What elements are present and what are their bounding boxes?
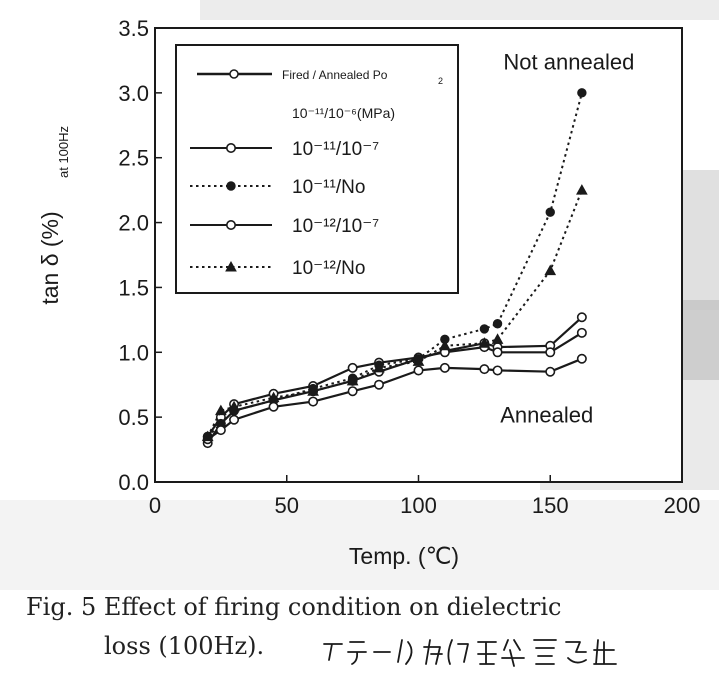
x-tick-label: 0 xyxy=(149,493,161,518)
data-point xyxy=(479,364,490,375)
legend-marker xyxy=(226,143,237,154)
data-point xyxy=(267,391,280,403)
data-point xyxy=(215,404,227,416)
legend-marker xyxy=(225,260,237,272)
y-tick-label: 1.0 xyxy=(118,340,149,365)
data-point xyxy=(545,347,556,358)
data-point xyxy=(545,366,556,377)
figure-caption-line-1: Fig. 5 Effect of firing condition on die… xyxy=(26,593,562,621)
y-tick-label: 2.0 xyxy=(118,211,149,236)
data-point xyxy=(439,339,451,351)
legend-header-open-circle-icon xyxy=(229,69,239,79)
data-point xyxy=(478,337,491,348)
legend-label: 10⁻¹²/No xyxy=(292,258,365,279)
y-tick-label: 0.5 xyxy=(118,405,149,430)
data-point xyxy=(544,264,557,276)
data-point xyxy=(576,312,587,323)
data-point xyxy=(373,379,384,390)
legend-box xyxy=(175,44,459,294)
data-point xyxy=(479,324,490,334)
data-point xyxy=(491,333,504,344)
legend-label: 10⁻¹¹/10⁻⁷ xyxy=(292,139,379,160)
handwritten-note xyxy=(323,639,617,667)
data-point xyxy=(412,355,425,366)
legend-header-subscript: 2 xyxy=(438,76,443,86)
x-tick-label: 200 xyxy=(664,493,701,518)
data-point xyxy=(268,401,279,412)
data-point xyxy=(215,425,226,436)
y-tick-label: 3.5 xyxy=(118,16,149,41)
data-point xyxy=(545,207,555,217)
legend-marker xyxy=(226,220,237,231)
series-5 xyxy=(201,184,588,442)
data-point xyxy=(576,353,587,364)
x-tick-label: 50 xyxy=(275,493,299,518)
figure-caption-line-2: loss (100Hz). xyxy=(104,632,265,660)
y-axis-title: tan δ (%) xyxy=(37,211,63,304)
data-point xyxy=(492,347,503,358)
data-point xyxy=(373,361,385,373)
data-point xyxy=(492,365,503,376)
data-point xyxy=(347,386,358,397)
annealed-annotation: Annealed xyxy=(500,402,593,427)
y-tick-label: 0.0 xyxy=(118,470,149,495)
legend-marker xyxy=(226,181,236,191)
axes-layer: 0 50 100 150 200 0.0 0.5 1.0 1.5 2.0 2.5 3.0 3.5 xyxy=(118,16,700,518)
data-point xyxy=(492,319,503,329)
y-axis-subtitle: at 100Hz xyxy=(56,126,71,178)
x-axis-title: Temp. (℃) xyxy=(349,543,459,569)
y-tick-label: 3.0 xyxy=(118,81,149,106)
y-tick-label: 1.5 xyxy=(118,275,149,300)
series-layer xyxy=(201,88,588,449)
legend: Fired / Annealed Po 2 10⁻¹¹/10⁻⁶(MPa) 10… xyxy=(175,44,459,294)
legend-header: Fired / Annealed Po xyxy=(282,68,388,82)
data-point xyxy=(439,362,450,373)
data-point xyxy=(577,88,587,98)
legend-unit-row: 10⁻¹¹/10⁻⁶(MPa) xyxy=(292,105,395,121)
data-point xyxy=(308,396,319,407)
data-point xyxy=(229,414,240,425)
data-point xyxy=(346,374,359,386)
data-point xyxy=(201,430,214,442)
data-point xyxy=(576,184,588,195)
not-annealed-annotation: Not annealed xyxy=(503,50,634,75)
data-point xyxy=(576,327,587,338)
legend-label: 10⁻¹²/10⁻⁷ xyxy=(292,216,379,237)
data-point xyxy=(228,400,240,412)
legend-label: 10⁻¹¹/No xyxy=(292,177,365,198)
y-tick-label: 2.5 xyxy=(118,146,149,171)
x-tick-label: 150 xyxy=(532,493,569,518)
x-tick-label: 100 xyxy=(400,493,437,518)
data-point xyxy=(347,362,358,373)
data-point xyxy=(307,385,319,396)
data-point xyxy=(413,365,424,376)
